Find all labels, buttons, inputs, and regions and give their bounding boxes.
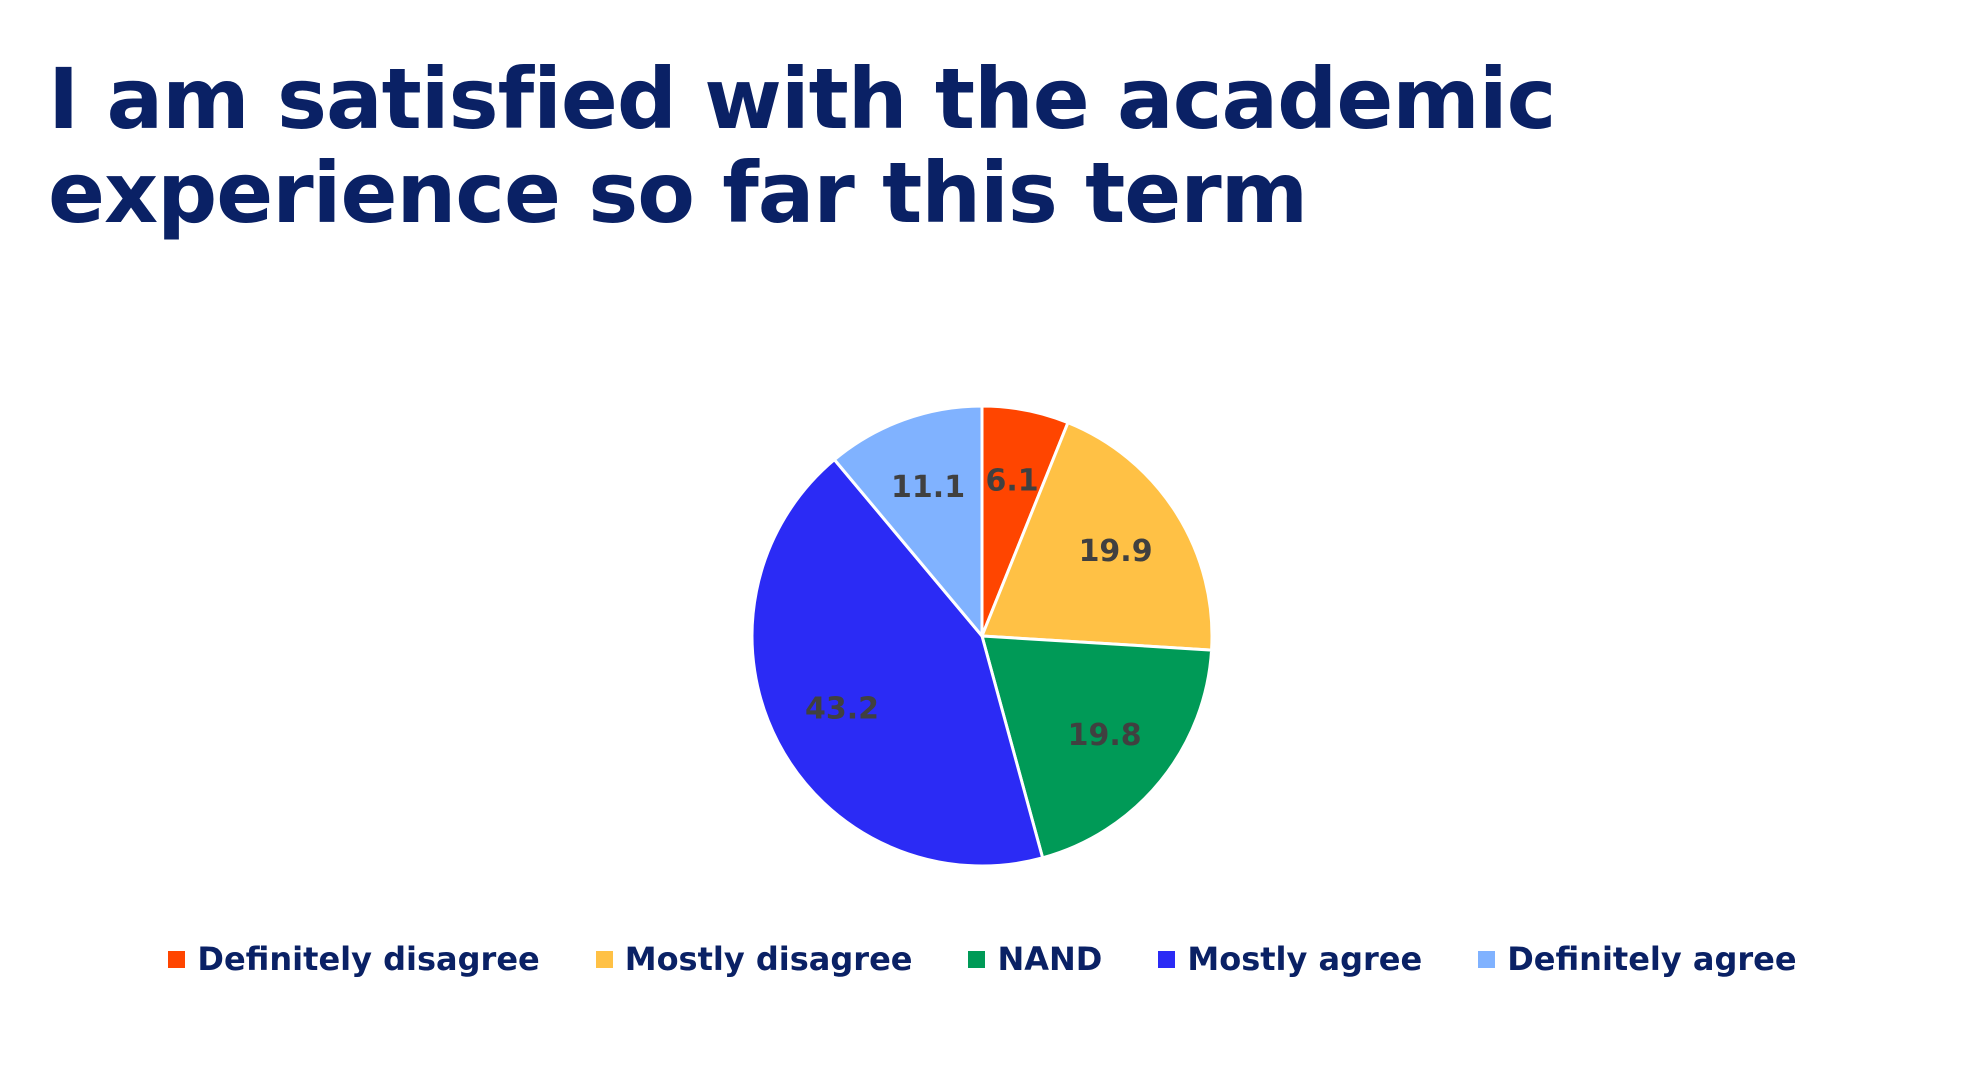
legend-swatch — [168, 950, 186, 968]
legend-label: Definitely agree — [1507, 940, 1797, 978]
data-label-mostly-agree: 43.2 — [805, 692, 879, 727]
legend-item-definitely-agree: Definitely agree — [1478, 940, 1797, 978]
slide-title-line-1: I am satisfied with the academic — [48, 50, 1556, 148]
data-label-mostly-disagree: 19.9 — [1079, 534, 1153, 569]
legend-swatch — [968, 950, 986, 968]
legend-item-nand: NAND — [968, 940, 1102, 978]
legend-swatch — [595, 950, 613, 968]
data-label-definitely-disagree: 6.1 — [985, 463, 1038, 498]
pie-slice-mostly-disagree — [980, 421, 1214, 652]
legend-item-mostly-disagree: Mostly disagree — [595, 940, 913, 978]
legend-swatch — [1158, 950, 1176, 968]
pie-slice-nand — [980, 634, 1214, 860]
pie-slice-mostly-agree — [750, 458, 1045, 868]
legend-swatch — [1478, 950, 1496, 968]
data-label-definitely-agree: 11.1 — [891, 470, 965, 505]
legend-label: Mostly disagree — [624, 940, 913, 978]
legend-label: Definitely disagree — [197, 940, 540, 978]
slide-title: I am satisfied with the academic experie… — [48, 52, 1648, 240]
pie-slice-definitely-agree — [832, 404, 984, 638]
legend-label: Mostly agree — [1187, 940, 1423, 978]
legend-item-mostly-agree: Mostly agree — [1158, 940, 1422, 978]
chart-legend: Definitely disagree Mostly disagree NAND Mo… — [0, 934, 1965, 984]
data-label-nand: 19.8 — [1068, 718, 1142, 753]
slide-title-line-2: experience so far this term — [48, 144, 1308, 242]
legend-item-definitely-disagree: Definitely disagree — [168, 940, 540, 978]
legend-label: NAND — [997, 940, 1103, 978]
